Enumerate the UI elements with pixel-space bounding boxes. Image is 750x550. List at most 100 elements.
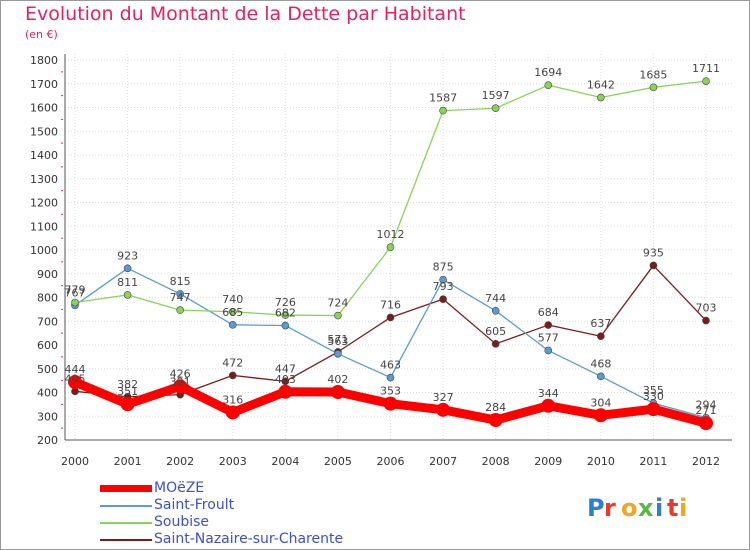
data-point [334, 349, 342, 358]
data-point [281, 311, 290, 319]
data-point [228, 321, 237, 329]
data-point [541, 398, 556, 413]
data-point [491, 104, 500, 113]
x-tick-label: 2010 [587, 455, 615, 468]
legend-item-saint-nazaire: Saint-Nazaire-sur-Charente [100, 531, 400, 548]
data-point [228, 307, 237, 316]
data-label: 463 [380, 359, 401, 372]
data-label: 468 [590, 357, 611, 370]
data-label: 344 [538, 387, 559, 400]
legend-swatch-soubise [100, 522, 152, 524]
legend-item-saint-froult: Saint-Froult [100, 497, 400, 514]
x-tick-label: 2008 [482, 455, 510, 468]
data-label: 1012 [377, 228, 405, 241]
data-label: 703 [696, 302, 717, 315]
data-label: 426 [170, 367, 191, 380]
y-tick-label: 300 [37, 410, 58, 423]
data-label: 815 [170, 275, 191, 288]
x-tick-label: 2002 [166, 455, 194, 468]
y-tick-label: 1200 [30, 197, 58, 210]
logo-letter: i [655, 494, 663, 522]
data-label: 1694 [534, 66, 562, 79]
data-label: 779 [65, 283, 86, 296]
data-label: 875 [433, 261, 454, 274]
y-tick-label: 700 [37, 315, 58, 328]
x-tick-label: 2000 [61, 455, 89, 468]
data-label: 767 [65, 286, 86, 299]
data-label: 304 [590, 396, 611, 409]
legend-item-moeze: MOëZE [100, 480, 400, 497]
chart-title: Evolution du Montant de la Dette par Hab… [25, 3, 466, 25]
data-label: 284 [485, 401, 506, 414]
data-point [699, 416, 713, 431]
data-point [488, 413, 503, 428]
data-label: 682 [275, 307, 296, 320]
data-label: 726 [275, 296, 296, 309]
data-point [646, 402, 661, 417]
y-tick-label: 500 [37, 363, 58, 376]
data-point [544, 321, 553, 329]
data-label: 294 [696, 399, 717, 412]
data-label: 571 [327, 333, 348, 346]
data-label: 447 [275, 362, 296, 375]
data-label: 605 [485, 325, 506, 338]
y-tick-label: 1300 [30, 173, 58, 186]
data-label: 744 [485, 292, 506, 305]
data-label: 1711 [692, 62, 720, 75]
data-point [597, 372, 605, 381]
y-tick-label: 1100 [30, 220, 58, 233]
logo-letter: o [621, 494, 638, 522]
chart-unit: (en €) [25, 28, 58, 41]
legend-label-moeze: MOëZE [154, 480, 205, 496]
data-label: 1587 [429, 92, 457, 105]
data-label: 740 [222, 293, 243, 306]
data-point [649, 261, 658, 270]
data-point [702, 77, 710, 85]
x-tick-label: 2011 [639, 455, 667, 468]
legend-swatch-saint-froult [100, 505, 152, 507]
data-label: 716 [380, 298, 401, 311]
data-point [491, 306, 500, 315]
data-label: 472 [222, 356, 243, 369]
data-label: 403 [275, 373, 296, 386]
x-tick-label: 2004 [271, 455, 299, 468]
y-tick-label: 1400 [30, 149, 58, 162]
legend: MOëZE Saint-Froult Soubise Saint-Nazaire… [100, 480, 400, 548]
logo-letter: P [587, 494, 605, 522]
data-point [176, 306, 184, 314]
data-point [281, 321, 290, 330]
legend-label-saint-froult: Saint-Froult [154, 497, 235, 513]
data-label: 351 [117, 385, 138, 398]
data-label: 577 [538, 331, 559, 344]
data-label: 793 [433, 280, 454, 293]
data-point [176, 290, 184, 298]
legend-swatch-moeze [100, 485, 152, 492]
data-point [334, 311, 342, 320]
data-point [68, 375, 82, 390]
data-point [439, 275, 447, 284]
data-point [173, 379, 188, 394]
data-label: 382 [117, 378, 138, 391]
y-tick-label: 800 [37, 292, 58, 305]
data-point [386, 373, 395, 382]
data-point [225, 405, 240, 420]
logo-letter: r [604, 494, 616, 522]
data-label: 811 [117, 276, 138, 289]
data-label: 391 [170, 376, 191, 389]
data-label: 1685 [639, 68, 667, 81]
y-tick-label: 1000 [30, 244, 58, 257]
y-tick-label: 1600 [30, 102, 58, 115]
data-label: 563 [327, 335, 348, 348]
y-tick-label: 600 [37, 339, 58, 352]
data-label: 1597 [482, 89, 510, 102]
data-label: 685 [222, 306, 243, 319]
data-label: 1642 [587, 79, 615, 92]
data-label: 271 [696, 404, 717, 417]
data-point [120, 397, 135, 412]
y-tick-label: 1800 [30, 54, 58, 67]
y-tick-label: 1500 [30, 125, 58, 138]
plot-area [65, 54, 732, 440]
data-point [597, 93, 605, 102]
data-label: 316 [222, 393, 243, 406]
data-point [702, 316, 710, 325]
